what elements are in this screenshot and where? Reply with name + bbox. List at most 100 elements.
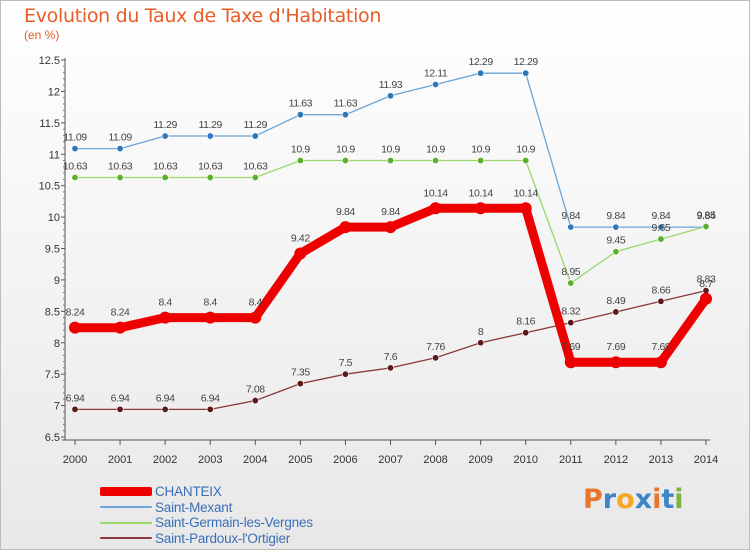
data-point-saint-germain-les-vergnes <box>522 157 530 165</box>
chart-subtitle: (en %) <box>24 28 60 42</box>
data-label-saint-pardoux-l-ortigier: 7.35 <box>291 367 310 379</box>
y-tick-label: 7 <box>54 401 60 413</box>
data-label-chanteix: 8.7 <box>699 278 713 290</box>
data-label-saint-germain-les-vergnes: 9.65 <box>652 222 671 234</box>
data-label-saint-mexant: 11.29 <box>153 119 177 131</box>
data-label-saint-pardoux-l-ortigier: 7.6 <box>384 351 398 363</box>
data-point-saint-germain-les-vergnes <box>341 157 349 165</box>
data-label-saint-germain-les-vergnes: 10.63 <box>243 160 268 172</box>
legend-label: Saint-Mexant <box>155 499 233 515</box>
data-point-chanteix <box>609 356 622 369</box>
data-label-saint-mexant: 12.29 <box>469 56 494 68</box>
data-point-saint-germain-les-vergnes <box>161 173 169 181</box>
data-point-chanteix <box>69 321 81 334</box>
data-point-saint-germain-les-vergnes <box>296 157 304 165</box>
data-point-saint-germain-les-vergnes <box>206 173 214 181</box>
legend-item-saint-mexant: Saint-Mexant <box>100 500 313 516</box>
data-point-saint-germain-les-vergnes <box>567 279 575 287</box>
x-tick-label: 2011 <box>559 454 583 466</box>
data-point-chanteix <box>384 221 397 234</box>
y-tick-label: 10 <box>48 212 60 224</box>
data-label-saint-germain-les-vergnes: 9.45 <box>606 235 625 247</box>
y-tick-label: 12 <box>48 86 60 98</box>
data-point-saint-mexant <box>567 223 575 231</box>
data-label-saint-germain-les-vergnes: 10.9 <box>471 144 490 156</box>
data-point-saint-mexant <box>612 223 620 231</box>
data-point-saint-mexant <box>71 145 79 153</box>
legend-item-saint-germain: Saint-Germain-les-Vergnes <box>100 515 313 531</box>
data-point-saint-mexant <box>116 145 124 153</box>
legend-label: Saint-Pardoux-l'Ortigier <box>155 530 291 546</box>
data-point-saint-mexant <box>161 132 169 140</box>
data-point-chanteix <box>159 311 172 324</box>
legend-swatch-saint-germain <box>100 521 152 524</box>
data-point-saint-mexant <box>251 132 259 140</box>
data-point-saint-pardoux-l-ortigier <box>251 397 259 405</box>
data-label-saint-pardoux-l-ortigier: 6.94 <box>111 392 130 404</box>
data-label-saint-mexant: 11.29 <box>244 119 268 131</box>
data-label-saint-pardoux-l-ortigier: 8.16 <box>516 316 535 328</box>
legend-swatch-chanteix <box>100 487 152 497</box>
legend-item-chanteix: CHANTEIX <box>100 484 313 500</box>
chart-title: Evolution du Taux de Taxe d'Habitation <box>24 5 382 27</box>
data-label-saint-mexant: 11.29 <box>198 119 222 131</box>
data-label-saint-mexant: 11.93 <box>379 79 403 91</box>
x-tick-label: 2008 <box>423 454 447 466</box>
data-point-chanteix <box>519 202 532 215</box>
y-tick-label: 10.5 <box>39 181 60 193</box>
data-point-saint-pardoux-l-ortigier <box>477 339 485 347</box>
data-point-saint-mexant <box>296 111 304 119</box>
logo-letter: r <box>602 484 617 515</box>
data-label-saint-mexant: 12.11 <box>424 68 448 80</box>
data-point-saint-germain-les-vergnes <box>477 157 485 165</box>
logo-letter: t <box>661 484 675 515</box>
data-label-saint-pardoux-l-ortigier: 6.94 <box>66 392 85 404</box>
data-point-saint-pardoux-l-ortigier <box>161 405 169 413</box>
x-tick-label: 2012 <box>604 454 628 466</box>
data-point-chanteix <box>654 356 667 369</box>
data-label-saint-germain-les-vergnes: 10.9 <box>381 144 400 156</box>
data-point-saint-pardoux-l-ortigier <box>386 364 394 372</box>
x-tick-label: 2006 <box>333 454 357 466</box>
x-tick-label: 2001 <box>108 454 132 466</box>
legend-item-saint-pardoux: Saint-Pardoux-l'Ortigier <box>100 531 313 547</box>
logo-letter: i <box>652 484 662 515</box>
data-point-saint-mexant <box>386 92 394 100</box>
data-point-saint-germain-les-vergnes <box>657 235 665 243</box>
data-label-chanteix: 7.69 <box>652 341 671 353</box>
data-point-saint-germain-les-vergnes <box>71 173 79 181</box>
data-point-saint-germain-les-vergnes <box>251 173 259 181</box>
data-label-saint-mexant: 11.09 <box>63 132 87 144</box>
data-label-saint-mexant: 9.84 <box>652 210 671 222</box>
data-label-saint-pardoux-l-ortigier: 6.94 <box>156 392 175 404</box>
data-point-saint-pardoux-l-ortigier <box>657 297 665 305</box>
data-label-saint-pardoux-l-ortigier: 7.76 <box>426 341 445 353</box>
data-point-saint-germain-les-vergnes <box>116 173 124 181</box>
data-point-saint-pardoux-l-ortigier <box>71 405 79 413</box>
x-tick-label: 2013 <box>649 454 673 466</box>
y-tick-label: 11 <box>49 149 60 161</box>
x-tick-label: 2009 <box>468 454 492 466</box>
data-label-saint-mexant: 9.84 <box>697 210 716 222</box>
data-point-saint-pardoux-l-ortigier <box>116 405 124 413</box>
data-label-saint-mexant: 9.84 <box>561 210 580 222</box>
data-point-saint-germain-les-vergnes <box>432 157 440 165</box>
legend-label: CHANTEIX <box>155 484 222 500</box>
data-label-saint-mexant: 11.63 <box>334 98 358 110</box>
data-point-chanteix <box>249 311 262 324</box>
data-label-saint-mexant: 11.09 <box>108 132 132 144</box>
data-point-saint-mexant <box>432 81 440 89</box>
x-tick-label: 2010 <box>513 454 537 466</box>
data-label-chanteix: 10.14 <box>469 187 494 199</box>
data-point-saint-mexant <box>477 69 485 77</box>
data-label-chanteix: 10.14 <box>514 187 539 199</box>
y-tick-label: 12.5 <box>39 55 60 67</box>
data-label-chanteix: 8.4 <box>158 297 172 309</box>
data-point-chanteix <box>474 202 487 215</box>
y-tick-label: 7.5 <box>45 369 60 381</box>
logo-letter: o <box>616 484 635 515</box>
data-point-chanteix <box>339 221 352 234</box>
x-tick-label: 2002 <box>153 454 177 466</box>
data-point-saint-pardoux-l-ortigier <box>522 329 530 337</box>
